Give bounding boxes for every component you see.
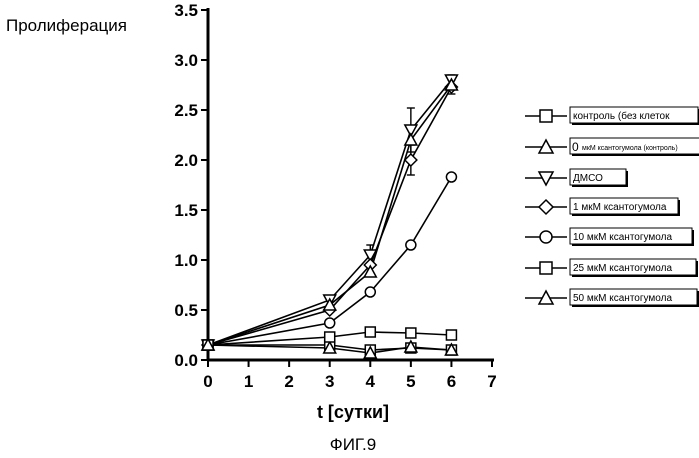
x-tick-label: 6	[447, 372, 456, 391]
legend-label: 10 мкМ ксантогумола	[573, 232, 672, 243]
figure-caption: ФИГ.9	[330, 435, 376, 454]
legend-marker	[540, 110, 552, 122]
data-point	[365, 327, 375, 337]
x-tick-label: 2	[284, 372, 293, 391]
plot-markers	[202, 75, 457, 358]
y-tick-label: 3.5	[174, 1, 198, 20]
x-ticks: 0 1 2 3 4 5 6 7	[203, 360, 496, 391]
axes	[208, 8, 494, 361]
data-point	[365, 287, 375, 297]
y-tick-label: 3.0	[174, 51, 198, 70]
x-tick-label: 3	[325, 372, 334, 391]
legend-label-prefix: 0	[572, 140, 579, 154]
x-tick-label: 1	[244, 372, 253, 391]
legend-marker	[539, 200, 553, 214]
x-tick-label: 0	[203, 372, 212, 391]
legend-label: 25 мкМ ксантогумола	[573, 263, 672, 274]
data-point	[446, 172, 456, 182]
legend-marker	[540, 231, 552, 243]
legend: контроль (без клеток 0мкМ ксантогумола (к…	[525, 107, 699, 307]
y-tick-label: 1.5	[174, 201, 198, 220]
y-axis-label: Пролиферация	[6, 16, 127, 35]
x-tick-label: 4	[366, 372, 376, 391]
x-tick-label: 7	[487, 372, 496, 391]
legend-label: ДМСО	[573, 173, 603, 184]
x-axis-label: t [сутки]	[317, 402, 389, 422]
legend-label: 50 мкМ ксантогумола	[573, 293, 672, 304]
y-tick-label: 0.5	[174, 301, 198, 320]
data-point	[325, 318, 335, 328]
y-tick-label: 2.5	[174, 101, 198, 120]
y-ticks: 0.0 0.5 1.0 1.5 2.0 2.5 3.0 3.5	[174, 1, 208, 370]
legend-label: контроль (без клеток	[573, 110, 670, 122]
data-point	[406, 240, 416, 250]
data-point	[325, 332, 335, 342]
y-tick-label: 2.0	[174, 151, 198, 170]
legend-marker	[540, 262, 552, 274]
y-tick-label: 1.0	[174, 251, 198, 270]
x-tick-label: 5	[406, 372, 415, 391]
data-point	[406, 328, 416, 338]
data-point	[446, 330, 456, 340]
legend-label: мкМ ксантогумола (контроль)	[582, 145, 678, 152]
legend-label: 1 мкМ ксантогумола	[573, 202, 667, 213]
y-tick-label: 0.0	[174, 351, 198, 370]
